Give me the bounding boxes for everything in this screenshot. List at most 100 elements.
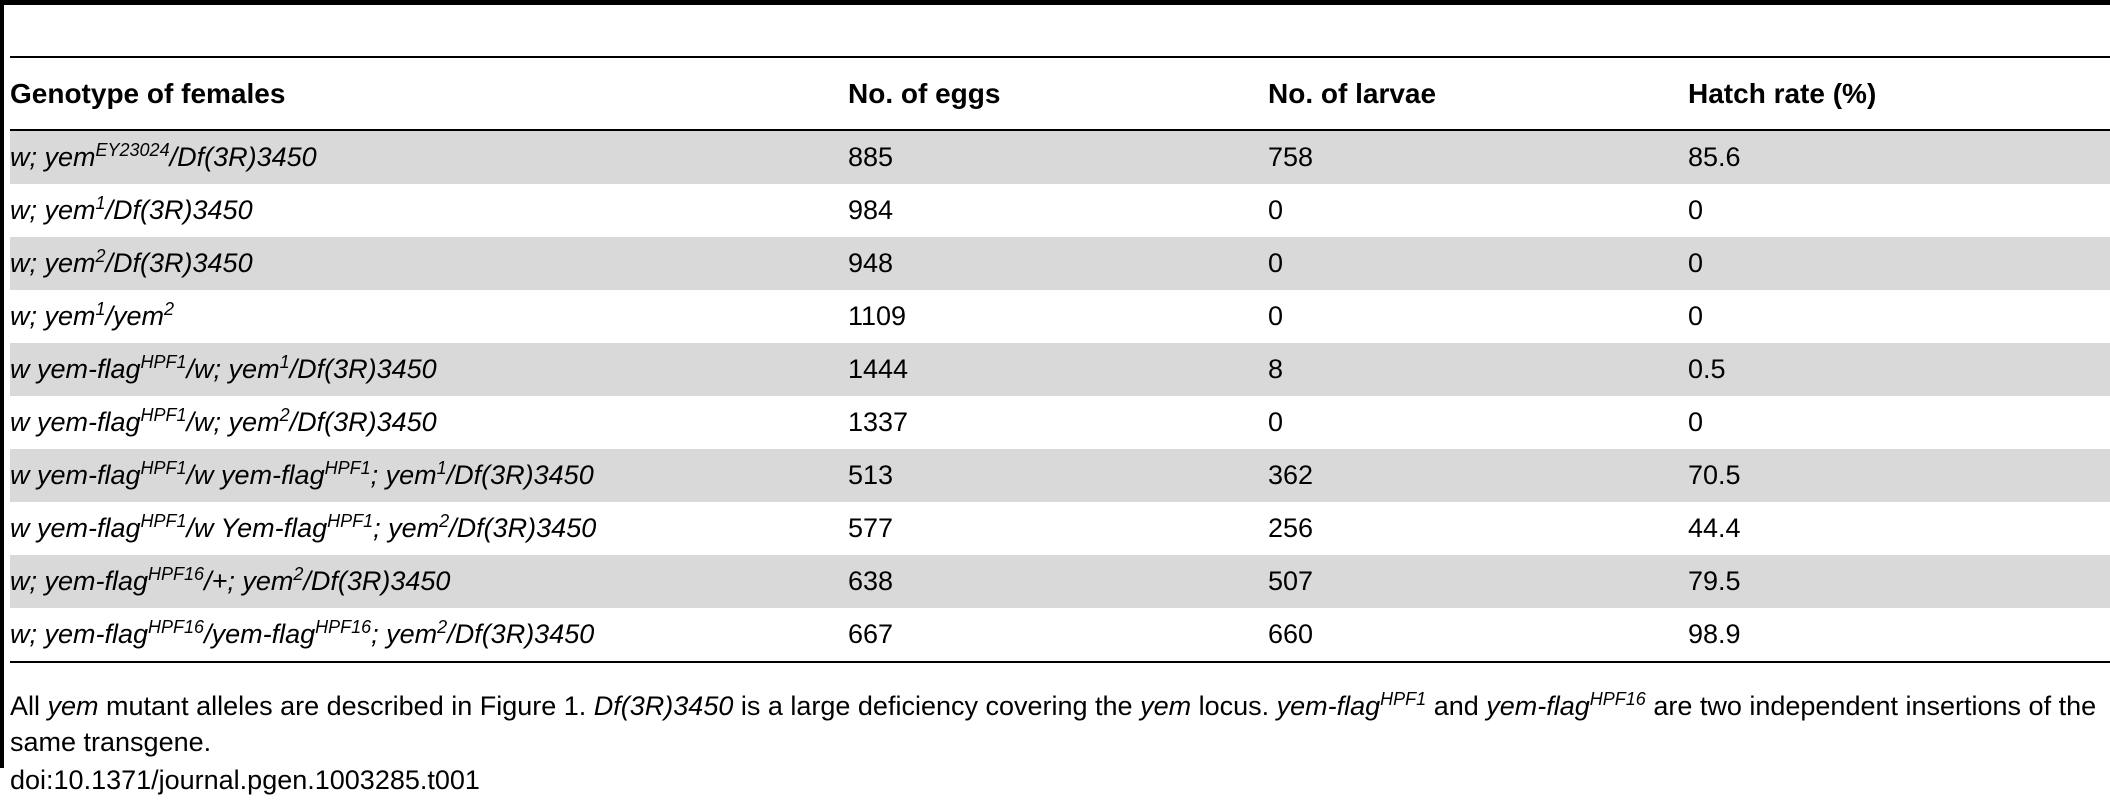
eggs-cell: 577 bbox=[848, 513, 894, 543]
footnote-segment: mutant alleles are described in Figure 1… bbox=[98, 691, 594, 721]
footnote-segment: All bbox=[10, 691, 48, 721]
hatch-rate-cell: 70.5 bbox=[1688, 460, 1741, 490]
header-genotype: Genotype of females bbox=[10, 77, 286, 109]
genotype-text: /Df(3R)3450 bbox=[289, 354, 437, 384]
allele-superscript: HPF1 bbox=[140, 405, 187, 425]
footnote-segment: yem bbox=[47, 691, 99, 721]
hatch-rate-cell: 44.4 bbox=[1688, 513, 1741, 543]
table-row: w yem-flagHPF1/w; yem2/Df(3R)3450 1337 0 0 bbox=[10, 396, 2110, 449]
genotype-cell: w yem-flagHPF1/w; yem1/Df(3R)3450 bbox=[10, 343, 848, 396]
eggs-cell: 1337 bbox=[848, 407, 909, 437]
genotype-text: /+; yem bbox=[204, 566, 294, 596]
hatch-rate-cell: 79.5 bbox=[1688, 566, 1741, 596]
allele-superscript: 2 bbox=[437, 617, 448, 637]
genotype-text: w yem-flag bbox=[10, 513, 141, 543]
allele-superscript: 2 bbox=[164, 299, 175, 319]
footnote-segment: HPF16 bbox=[1589, 689, 1646, 709]
allele-superscript: HPF1 bbox=[140, 352, 187, 372]
genotype-text: /Df(3R)3450 bbox=[105, 248, 253, 278]
header-row: Genotype of females No. of eggs No. of l… bbox=[10, 57, 2110, 130]
genotype-text: /w; yem bbox=[186, 354, 280, 384]
genotype-text: w yem-flag bbox=[10, 460, 141, 490]
header-larvae: No. of larvae bbox=[1268, 77, 1437, 109]
genotype-text: ; yem bbox=[370, 460, 437, 490]
eggs-cell: 1444 bbox=[848, 354, 909, 384]
left-rule bbox=[0, 0, 4, 768]
genotype-text: /w Yem-flag bbox=[186, 513, 328, 543]
genotype-text: /Df(3R)3450 bbox=[303, 566, 451, 596]
genotype-text: /Df(3R)3450 bbox=[289, 407, 437, 437]
allele-superscript: 2 bbox=[95, 246, 106, 266]
genotype-text: /w yem-flag bbox=[186, 460, 325, 490]
footnote-segment: locus. bbox=[1191, 691, 1277, 721]
table-body: w; yemEY23024/Df(3R)3450 885 758 85.6 w; yem… bbox=[10, 130, 2110, 662]
eggs-cell: 638 bbox=[848, 566, 894, 596]
table-footnote: All yem mutant alleles are described in … bbox=[10, 688, 2110, 760]
genotype-text: w; yem-flag bbox=[10, 619, 149, 649]
allele-superscript: HPF1 bbox=[327, 511, 374, 531]
genotype-text: w; yem bbox=[10, 142, 96, 172]
allele-superscript: 1 bbox=[95, 299, 106, 319]
genotype-text: /w; yem bbox=[186, 407, 280, 437]
genotype-text: w; yem-flag bbox=[10, 566, 149, 596]
genotype-cell: w; yem2/Df(3R)3450 bbox=[10, 237, 848, 290]
eggs-cell: 667 bbox=[848, 619, 894, 649]
hatch-rate-cell: 0 bbox=[1688, 195, 1704, 225]
table-row: w; yem-flagHPF16/yem-flagHPF16; yem2/Df(… bbox=[10, 608, 2110, 662]
larvae-cell: 0 bbox=[1268, 407, 1284, 437]
table-row: w; yem1/Df(3R)3450 984 0 0 bbox=[10, 184, 2110, 237]
hatch-rate-cell: 98.9 bbox=[1688, 619, 1741, 649]
hatch-rate-cell: 0 bbox=[1688, 407, 1704, 437]
allele-superscript: HPF1 bbox=[140, 458, 187, 478]
eggs-cell: 513 bbox=[848, 460, 894, 490]
footnote-segment: HPF1 bbox=[1380, 689, 1427, 709]
allele-superscript: 1 bbox=[279, 352, 290, 372]
footnote-segment: yem-flag bbox=[1486, 691, 1590, 721]
top-rule bbox=[0, 0, 2110, 5]
hatch-rate-cell: 0 bbox=[1688, 248, 1704, 278]
genotype-cell: w; yem-flagHPF16/yem-flagHPF16; yem2/Df(… bbox=[10, 608, 848, 662]
allele-superscript: 1 bbox=[436, 458, 447, 478]
table-row: w yem-flagHPF1/w; yem1/Df(3R)3450 1444 8 0.… bbox=[10, 343, 2110, 396]
genotype-text: w yem-flag bbox=[10, 407, 141, 437]
allele-superscript: 2 bbox=[293, 564, 304, 584]
eggs-cell: 984 bbox=[848, 195, 894, 225]
table-row: w; yemEY23024/Df(3R)3450 885 758 85.6 bbox=[10, 130, 2110, 184]
eggs-cell: 948 bbox=[848, 248, 894, 278]
allele-superscript: 2 bbox=[279, 405, 290, 425]
genotype-text: w; yem bbox=[10, 195, 96, 225]
table-row: w; yem1/yem2 1109 0 0 bbox=[10, 290, 2110, 343]
genotype-cell: w yem-flagHPF1/w Yem-flagHPF1; yem2/Df(3… bbox=[10, 502, 848, 555]
larvae-cell: 8 bbox=[1268, 354, 1284, 384]
genotype-cell: w; yem1/yem2 bbox=[10, 290, 848, 343]
allele-superscript: HPF16 bbox=[315, 617, 372, 637]
larvae-cell: 0 bbox=[1268, 301, 1284, 331]
hatch-rate-cell: 0.5 bbox=[1688, 354, 1726, 384]
genotype-text: /Df(3R)3450 bbox=[449, 513, 597, 543]
footnote-segment: is a large deficiency covering the bbox=[733, 691, 1141, 721]
data-table-container: Genotype of females No. of eggs No. of l… bbox=[10, 56, 2110, 663]
genotype-text: /Df(3R)3450 bbox=[105, 195, 253, 225]
allele-superscript: HPF1 bbox=[140, 511, 187, 531]
larvae-cell: 362 bbox=[1268, 460, 1314, 490]
larvae-cell: 660 bbox=[1268, 619, 1314, 649]
eggs-cell: 885 bbox=[848, 142, 894, 172]
genotype-text: w yem-flag bbox=[10, 354, 141, 384]
footnote-segment: yem bbox=[1140, 691, 1192, 721]
genotype-text: /Df(3R)3450 bbox=[169, 142, 317, 172]
genotype-text: w; yem bbox=[10, 301, 96, 331]
genotype-text: /yem-flag bbox=[204, 619, 316, 649]
footnote-segment: are two independent insertions of the sa… bbox=[10, 691, 2097, 757]
genotype-cell: w; yemEY23024/Df(3R)3450 bbox=[10, 130, 848, 184]
genotype-text: /Df(3R)3450 bbox=[446, 460, 594, 490]
allele-superscript: EY23024 bbox=[95, 140, 170, 160]
footnote-segment: and bbox=[1426, 691, 1487, 721]
eggs-cell: 1109 bbox=[848, 301, 907, 331]
allele-superscript: HPF16 bbox=[148, 617, 205, 637]
hatch-rate-cell: 0 bbox=[1688, 301, 1704, 331]
genotype-cell: w yem-flagHPF1/w; yem2/Df(3R)3450 bbox=[10, 396, 848, 449]
allele-superscript: HPF1 bbox=[324, 458, 371, 478]
genotype-text: ; yem bbox=[373, 513, 440, 543]
genotype-cell: w; yem-flagHPF16/+; yem2/Df(3R)3450 bbox=[10, 555, 848, 608]
